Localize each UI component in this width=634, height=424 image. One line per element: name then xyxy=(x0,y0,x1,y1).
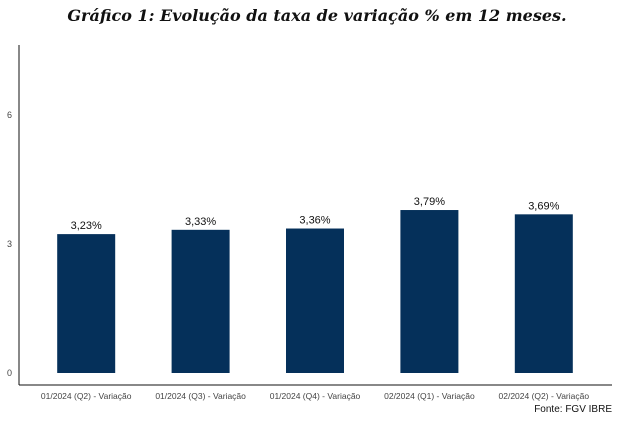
bar xyxy=(286,228,344,373)
y-tick-label: 0 xyxy=(7,368,12,378)
bar-value-label: 3,69% xyxy=(528,200,559,212)
y-tick-label: 3 xyxy=(7,239,12,249)
source-note: Fonte: FGV IBRE xyxy=(534,404,612,415)
x-tick-label: 02/2024 (Q2) - Variação xyxy=(499,391,590,401)
y-axis-ticks: 0 3 6 xyxy=(7,110,12,378)
bar-value-label: 3,79% xyxy=(414,196,445,208)
bars xyxy=(57,210,573,373)
bar xyxy=(400,210,459,373)
bar xyxy=(171,229,230,373)
x-tick-label: 01/2024 (Q3) - Variação xyxy=(155,391,246,401)
bar-value-label: 3,36% xyxy=(299,215,330,227)
x-axis-labels: 01/2024 (Q2) - Variação 01/2024 (Q3) - Va… xyxy=(41,391,589,401)
x-tick-label: 02/2024 (Q1) - Variação xyxy=(384,391,475,401)
chart-title: Gráfico 1: Evolução da taxa de variação … xyxy=(67,6,567,25)
x-tick-label: 01/2024 (Q2) - Variação xyxy=(41,391,132,401)
bar xyxy=(57,234,116,373)
value-labels: 3,23% 3,33% 3,36% 3,79% 3,69% xyxy=(71,196,560,232)
bar-value-label: 3,33% xyxy=(185,216,216,228)
bar-value-label: 3,23% xyxy=(71,220,102,232)
x-tick-label: 01/2024 (Q4) - Variação xyxy=(270,391,361,401)
y-tick-label: 6 xyxy=(7,110,12,120)
bar xyxy=(514,214,573,373)
